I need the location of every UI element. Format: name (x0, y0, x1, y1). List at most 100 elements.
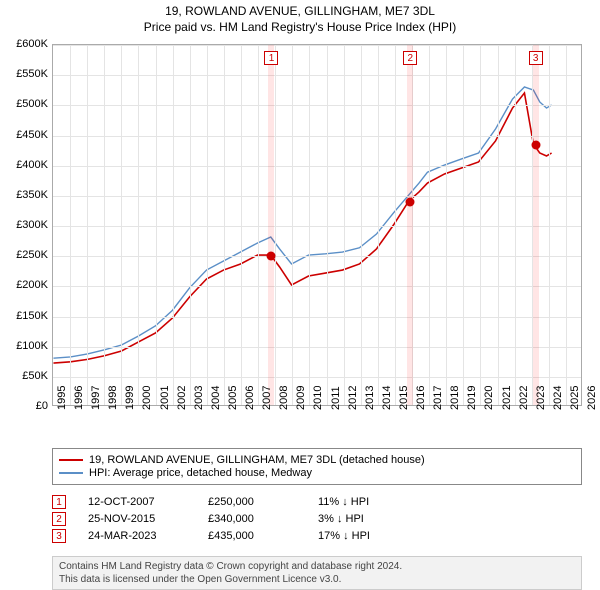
y-axis-label: £150K (8, 310, 48, 322)
gridline-h (53, 45, 581, 46)
events-table: 112-OCT-2007£250,00011% ↓ HPI225-NOV-201… (52, 492, 582, 546)
event-num-box: 1 (52, 495, 66, 509)
event-date: 24-MAR-2023 (88, 530, 208, 542)
x-axis-label: 2001 (159, 386, 171, 410)
event-dot (531, 140, 540, 149)
gridline-v (327, 45, 328, 405)
legend-label: HPI: Average price, detached house, Medw… (89, 467, 312, 479)
title-address: 19, ROWLAND AVENUE, GILLINGHAM, ME7 3DL (0, 4, 600, 18)
x-axis-label: 2023 (535, 386, 547, 410)
gridline-h (53, 377, 581, 378)
x-axis-label: 2011 (330, 386, 342, 410)
gridline-v (241, 45, 242, 405)
x-axis-label: 2005 (227, 386, 239, 410)
gridline-h (53, 226, 581, 227)
x-axis-label: 2009 (295, 386, 307, 410)
x-axis-label: 1996 (73, 386, 85, 410)
gridline-h (53, 286, 581, 287)
event-marker-box: 2 (403, 51, 417, 65)
x-axis-label: 2016 (415, 386, 427, 410)
x-axis-label: 2007 (261, 386, 273, 410)
x-axis-label: 2026 (586, 386, 598, 410)
event-row: 2 25-NOV-2015£340,0003% ↓ HPI (52, 512, 582, 526)
event-date: 12-OCT-2007 (88, 496, 208, 508)
gridline-v (275, 45, 276, 405)
gridline-v (87, 45, 88, 405)
gridline-v (173, 45, 174, 405)
gridline-v (190, 45, 191, 405)
x-axis-label: 2013 (364, 386, 376, 410)
x-axis-label: 2000 (141, 386, 153, 410)
gridline-h (53, 75, 581, 76)
y-axis-label: £400K (8, 159, 48, 171)
x-axis-label: 2008 (278, 386, 290, 410)
event-marker-box: 1 (264, 51, 278, 65)
gridline-h (53, 136, 581, 137)
gridline-v (446, 45, 447, 405)
y-axis-label: £200K (8, 279, 48, 291)
x-axis-label: 2017 (432, 386, 444, 410)
x-axis-label: 1999 (124, 386, 136, 410)
x-axis-label: 1997 (90, 386, 102, 410)
gridline-v (138, 45, 139, 405)
x-axis-label: 2002 (176, 386, 188, 410)
x-axis-label: 2024 (552, 386, 564, 410)
x-axis-label: 2022 (518, 386, 530, 410)
y-axis-label: £500K (8, 98, 48, 110)
x-axis-label: 2020 (483, 386, 495, 410)
gridline-h (53, 196, 581, 197)
y-axis-label: £50K (8, 370, 48, 382)
gridline-v (395, 45, 396, 405)
legend-label: 19, ROWLAND AVENUE, GILLINGHAM, ME7 3DL … (89, 454, 425, 466)
x-axis-label: 1998 (107, 386, 119, 410)
gridline-v (463, 45, 464, 405)
event-price: £250,000 (208, 496, 318, 508)
y-axis-label: £550K (8, 68, 48, 80)
y-axis-label: £0 (8, 400, 48, 412)
footer-line: This data is licensed under the Open Gov… (59, 573, 575, 586)
chart-plot-area: 1 2 3 (52, 44, 582, 406)
x-axis-label: 2021 (501, 386, 513, 410)
event-dot (267, 252, 276, 261)
event-date: 25-NOV-2015 (88, 513, 208, 525)
legend-swatch (59, 472, 83, 474)
event-delta: 3% ↓ HPI (318, 513, 418, 525)
legend-item: HPI: Average price, detached house, Medw… (59, 467, 575, 479)
x-axis-label: 2015 (398, 386, 410, 410)
legend-item: 19, ROWLAND AVENUE, GILLINGHAM, ME7 3DL … (59, 454, 575, 466)
x-axis-label: 2014 (381, 386, 393, 410)
event-band (407, 45, 413, 405)
event-price: £340,000 (208, 513, 318, 525)
gridline-v (361, 45, 362, 405)
event-price: £435,000 (208, 530, 318, 542)
gridline-h (53, 256, 581, 257)
footer-attribution: Contains HM Land Registry data © Crown c… (52, 556, 582, 590)
legend-swatch (59, 459, 83, 461)
x-axis-label: 2010 (312, 386, 324, 410)
gridline-v (258, 45, 259, 405)
x-axis-label: 2019 (466, 386, 478, 410)
gridline-v (566, 45, 567, 405)
gridline-v (309, 45, 310, 405)
gridline-h (53, 105, 581, 106)
event-band (268, 45, 274, 405)
x-axis-label: 2018 (449, 386, 461, 410)
event-marker-box: 3 (529, 51, 543, 65)
gridline-v (480, 45, 481, 405)
y-axis-label: £600K (8, 38, 48, 50)
x-axis-label: 2004 (210, 386, 222, 410)
event-dot (406, 197, 415, 206)
x-axis-label: 1995 (56, 386, 68, 410)
event-row: 324-MAR-2023£435,00017% ↓ HPI (52, 529, 582, 543)
event-delta: 17% ↓ HPI (318, 530, 418, 542)
x-axis-label: 2003 (193, 386, 205, 410)
x-axis-label: 2012 (347, 386, 359, 410)
gridline-v (292, 45, 293, 405)
gridline-v (429, 45, 430, 405)
event-num-box: 2 (52, 512, 66, 526)
footer-line: Contains HM Land Registry data © Crown c… (59, 560, 575, 573)
y-axis-label: £250K (8, 249, 48, 261)
event-row: 112-OCT-2007£250,00011% ↓ HPI (52, 495, 582, 509)
series-line (53, 93, 551, 363)
legend-box: 19, ROWLAND AVENUE, GILLINGHAM, ME7 3DL … (52, 448, 582, 485)
